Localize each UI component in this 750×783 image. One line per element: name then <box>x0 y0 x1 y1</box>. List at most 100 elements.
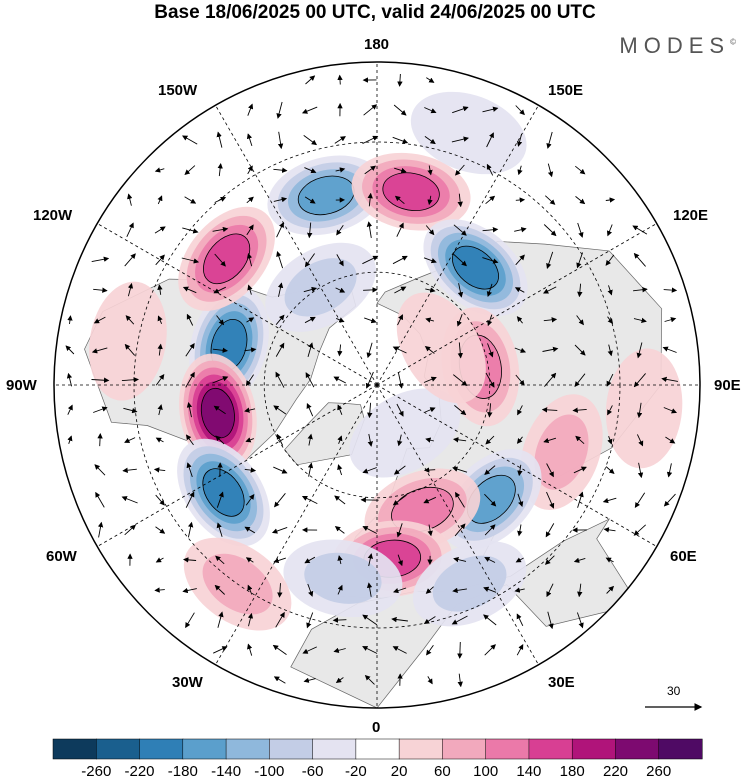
wind-arrow <box>97 521 104 538</box>
lon-label-120w: 120W <box>33 207 73 224</box>
wind-arrow <box>306 402 314 417</box>
wind-arrow <box>576 252 584 269</box>
wind-arrow <box>456 314 463 327</box>
colorbar-swatch <box>52 738 97 760</box>
wind-arrow <box>247 284 253 295</box>
wind-arrow <box>155 557 164 563</box>
wind-arrow <box>426 77 435 83</box>
wind-arrow <box>276 433 284 446</box>
wind-arrow <box>482 257 499 264</box>
wind-arrow <box>424 107 437 114</box>
wind-arrow <box>451 136 469 143</box>
wind-arrow <box>273 196 288 203</box>
wind-vectors <box>65 73 678 688</box>
wind-arrow <box>607 285 613 296</box>
wind-arrow <box>482 227 499 233</box>
colorbar-tick-label: 220 <box>602 763 629 780</box>
colorbar-tick-label: -220 <box>124 763 155 780</box>
wind-arrow <box>397 372 404 389</box>
wind-arrow <box>307 433 313 446</box>
wind-arrow <box>516 644 524 656</box>
wind-arrow <box>457 283 464 298</box>
wind-arrow <box>273 167 288 173</box>
wind-arrow <box>366 342 373 359</box>
wind-arrow <box>394 167 407 174</box>
wind-arrow <box>484 644 496 656</box>
wind-arrow <box>245 374 254 387</box>
wind-arrow <box>517 464 523 477</box>
wind-arrow <box>155 526 166 534</box>
colorbar-swatch <box>269 738 314 760</box>
wind-arrow <box>543 437 557 444</box>
wind-arrow <box>362 646 378 654</box>
colorbar-swatch <box>312 738 357 760</box>
wind-arrow <box>213 286 226 294</box>
wind-arrow <box>184 196 197 204</box>
wind-arrow <box>605 254 615 266</box>
wind-arrow <box>517 524 523 537</box>
lon-label-180: 180 <box>364 36 390 53</box>
wind-arrow <box>247 612 254 627</box>
wind-arrow <box>182 587 197 594</box>
wind-arrow <box>516 613 524 626</box>
wind-arrow <box>304 253 315 268</box>
wind-arrow <box>392 255 408 265</box>
wind-arrow <box>453 224 467 236</box>
colorbar-swatch <box>96 738 141 760</box>
wind-arrow <box>425 586 434 594</box>
wind-arrow <box>424 136 436 145</box>
wind-arrow <box>632 225 648 235</box>
wind-arrow <box>335 167 346 173</box>
lon-label-120e: 120E <box>673 207 709 224</box>
wind-arrow <box>453 556 467 563</box>
wind-arrow <box>275 342 285 357</box>
lon-label-60e: 60E <box>670 548 697 565</box>
wind-arrow <box>332 617 347 623</box>
wind-arrow <box>91 256 110 263</box>
wind-arrow <box>572 407 587 413</box>
wind-arrow <box>544 555 555 565</box>
anomaly-center-15 <box>89 281 167 401</box>
wind-arrow <box>307 342 314 358</box>
wind-arrow <box>153 467 166 473</box>
wind-arrow <box>93 287 108 293</box>
wind-arrow <box>186 402 193 418</box>
wind-arrow <box>362 467 377 474</box>
wind-arrow <box>485 435 495 445</box>
colorbar-tick-label: 180 <box>559 763 585 780</box>
wind-arrow <box>397 73 403 87</box>
wind-arrow <box>213 405 226 415</box>
wind-arrow <box>391 616 408 623</box>
wind-arrow <box>394 195 405 205</box>
wind-arrow <box>486 163 494 176</box>
wind-arrow <box>124 253 136 267</box>
landmass-1 <box>284 402 365 466</box>
anomaly-center-19 <box>265 242 376 332</box>
wind-arrow <box>307 583 314 597</box>
colorbar-tick-label: 60 <box>434 763 451 780</box>
wind-arrow <box>484 493 497 507</box>
wind-arrow <box>277 282 284 297</box>
wind-arrow <box>487 314 493 327</box>
wind-reference-arrow <box>645 703 703 711</box>
wind-arrow <box>337 74 343 85</box>
wind-arrow <box>541 407 558 413</box>
colorbar-swatch <box>615 738 660 760</box>
wind-arrow <box>336 224 344 236</box>
wind-arrow <box>333 376 347 384</box>
wind-arrow <box>185 491 195 508</box>
wind-arrow <box>362 526 378 534</box>
wind-arrow <box>396 403 404 417</box>
wind-arrow <box>367 192 373 207</box>
wind-arrow <box>304 167 317 174</box>
wind-arrow <box>453 374 468 386</box>
wind-arrow <box>423 467 436 473</box>
wind-arrow <box>216 315 225 326</box>
anomaly-center-6 <box>423 219 528 316</box>
wind-arrow <box>277 583 283 598</box>
wind-arrow <box>157 315 163 324</box>
wind-arrow <box>303 677 316 683</box>
wind-arrow <box>663 407 678 414</box>
wind-arrow <box>337 435 343 444</box>
lon-label-90w: 90W <box>6 377 37 394</box>
